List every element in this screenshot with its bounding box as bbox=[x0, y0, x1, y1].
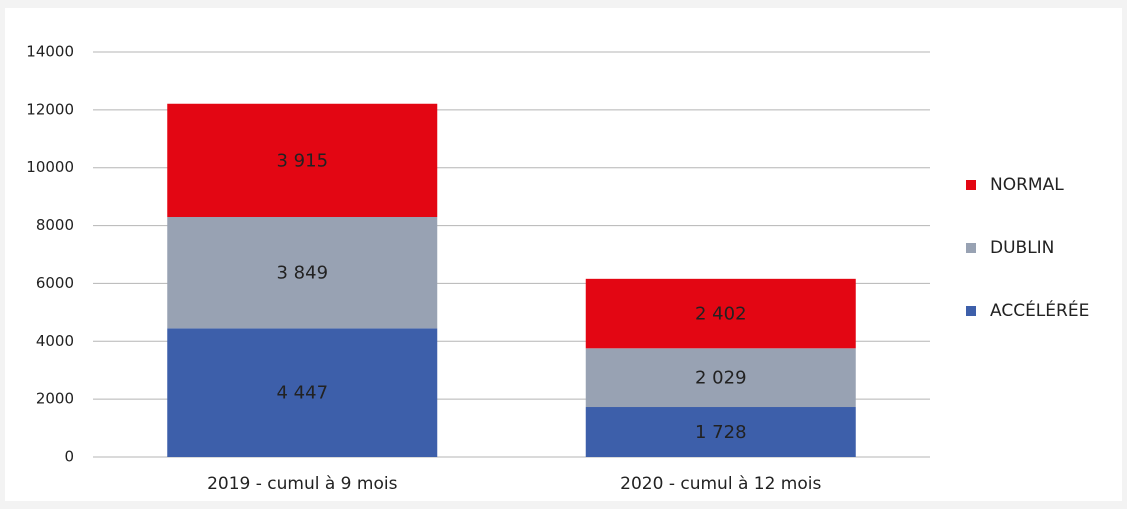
data-label: 3 849 bbox=[276, 263, 328, 284]
legend-label: ACCÉLÉRÉE bbox=[990, 299, 1089, 321]
bar-segment bbox=[585, 407, 856, 457]
y-tick-label: 4000 bbox=[36, 332, 74, 350]
y-tick-label: 10000 bbox=[26, 158, 74, 176]
bar-segment bbox=[585, 348, 856, 408]
legend-marker bbox=[966, 180, 976, 190]
bar-segment bbox=[167, 217, 438, 329]
y-tick-label: 12000 bbox=[26, 100, 74, 118]
data-label: 1 728 bbox=[695, 422, 747, 443]
y-tick-label: 2000 bbox=[36, 390, 74, 408]
data-label: 4 447 bbox=[276, 383, 328, 404]
y-tick-label: 6000 bbox=[36, 274, 74, 292]
y-tick-label: 0 bbox=[64, 448, 74, 466]
legend-marker bbox=[966, 243, 976, 253]
bar-segment bbox=[167, 328, 438, 457]
data-label: 2 029 bbox=[695, 368, 747, 389]
data-label: 3 915 bbox=[276, 150, 328, 171]
legend-label: NORMAL bbox=[990, 175, 1064, 195]
x-tick-label: 2019 - cumul à 9 mois bbox=[207, 474, 398, 494]
legend-label: DUBLIN bbox=[990, 238, 1054, 258]
data-label: 2 402 bbox=[695, 304, 747, 325]
bar-segment bbox=[167, 103, 438, 218]
y-tick-label: 8000 bbox=[36, 216, 74, 234]
y-tick-label: 14000 bbox=[26, 43, 74, 61]
legend-marker bbox=[966, 306, 976, 316]
x-tick-label: 2020 - cumul à 12 mois bbox=[620, 474, 821, 494]
bar-segment bbox=[585, 278, 856, 349]
